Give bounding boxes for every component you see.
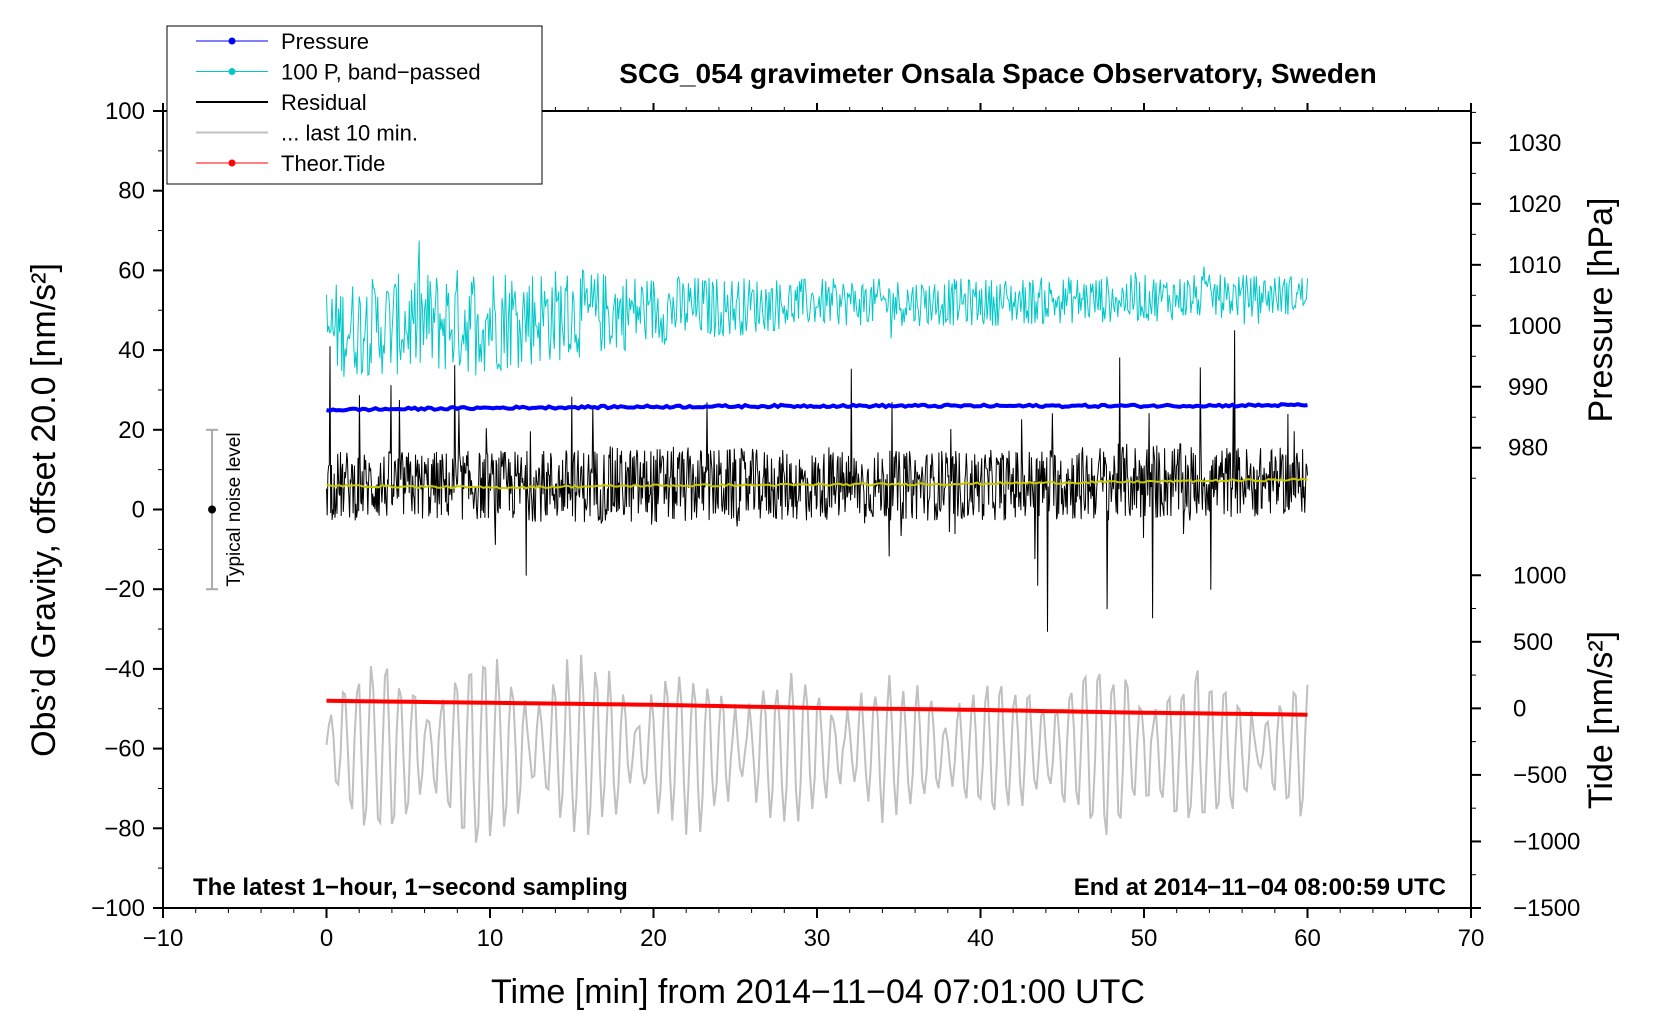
sampling-note: The latest 1−hour, 1−second sampling: [193, 874, 628, 901]
y-tick-label: 0: [132, 497, 145, 524]
series-theoretical-tide: [326, 698, 1308, 717]
legend-label-pressure: Pressure: [281, 29, 369, 54]
y-tick-label: 40: [118, 337, 145, 364]
series-residual-smoothed: [326, 477, 1308, 490]
legend-box: [166, 25, 543, 185]
noise-bar-center: [208, 505, 217, 514]
tide-tick-label: 0: [1513, 695, 1526, 722]
noise-level-indicator: Typical noise level: [206, 428, 245, 591]
legend: Pressure 100 P, band−passed Residual ...…: [166, 25, 543, 185]
y-tick-label: −20: [104, 576, 145, 603]
legend-label-tide: Theor.Tide: [281, 151, 385, 176]
x-tick-label: −10: [143, 925, 184, 952]
pressure-tick-label: 1000: [1508, 313, 1561, 340]
tide-tick-label: −1500: [1513, 895, 1580, 922]
x-tick-label: 0: [320, 925, 333, 952]
pressure-tick-label: 990: [1508, 374, 1548, 401]
y-tick-label: 100: [105, 98, 145, 125]
y-tick-label: −100: [91, 895, 145, 922]
y-axis-label-pressure: Pressure [hPa]: [1582, 198, 1620, 423]
pressure-tick-label: 1020: [1508, 191, 1561, 218]
x-tick-label: 40: [967, 925, 994, 952]
series-bandpassed: [326, 240, 1308, 377]
tick-marks: −10 0 10 20 30 40 50 60 70100806040200−20−40−60−…: [91, 98, 1580, 952]
x-tick-label: 60: [1294, 925, 1321, 952]
tide-tick-label: −500: [1513, 762, 1567, 789]
plot-series: [325, 240, 1309, 843]
y-tick-label: 80: [118, 178, 145, 205]
end-time-note: End at 2014−11−04 08:00:59 UTC: [1074, 874, 1446, 901]
tide-tick-label: 1000: [1513, 562, 1566, 589]
pressure-tick-label: 1030: [1508, 130, 1561, 157]
noise-level-label: Typical noise level: [224, 432, 245, 586]
y-axis-label-gravity: Obs’d Gravity, offset 20.0 [nm/s²]: [25, 263, 63, 757]
x-tick-label: 20: [640, 925, 667, 952]
x-tick-label: 70: [1458, 925, 1485, 952]
y-tick-label: 60: [118, 257, 145, 284]
legend-marker-bandpassed: [228, 68, 236, 75]
y-tick-label: −40: [104, 656, 145, 683]
x-tick-label: 50: [1131, 925, 1158, 952]
y-tick-label: 20: [118, 417, 145, 444]
pressure-tick-label: 980: [1508, 435, 1548, 462]
series-residual: [326, 330, 1308, 632]
legend-marker-pressure: [228, 37, 236, 45]
tide-tick-label: −1000: [1513, 828, 1580, 855]
series-pressure: [326, 402, 1308, 413]
legend-marker-tide: [228, 159, 236, 167]
y-tick-label: −80: [104, 815, 145, 842]
legend-label-last10: ... last 10 min.: [281, 121, 418, 146]
pressure-tick-label: 1010: [1508, 252, 1561, 279]
legend-label-residual: Residual: [281, 90, 367, 115]
x-axis-label: Time [min] from 2014−11−04 07:01:00 UTC: [491, 973, 1145, 1011]
y-axis-label-tide: Tide [nm/s²]: [1582, 631, 1620, 809]
y-tick-label: −60: [104, 736, 145, 763]
series-last-10-min: [325, 654, 1309, 843]
x-tick-label: 10: [477, 925, 504, 952]
x-tick-label: 30: [804, 925, 831, 952]
tide-tick-label: 500: [1513, 629, 1553, 656]
legend-label-bandpassed: 100 P, band−passed: [281, 60, 481, 85]
chart-title: SCG_054 gravimeter Onsala Space Observat…: [619, 58, 1376, 89]
